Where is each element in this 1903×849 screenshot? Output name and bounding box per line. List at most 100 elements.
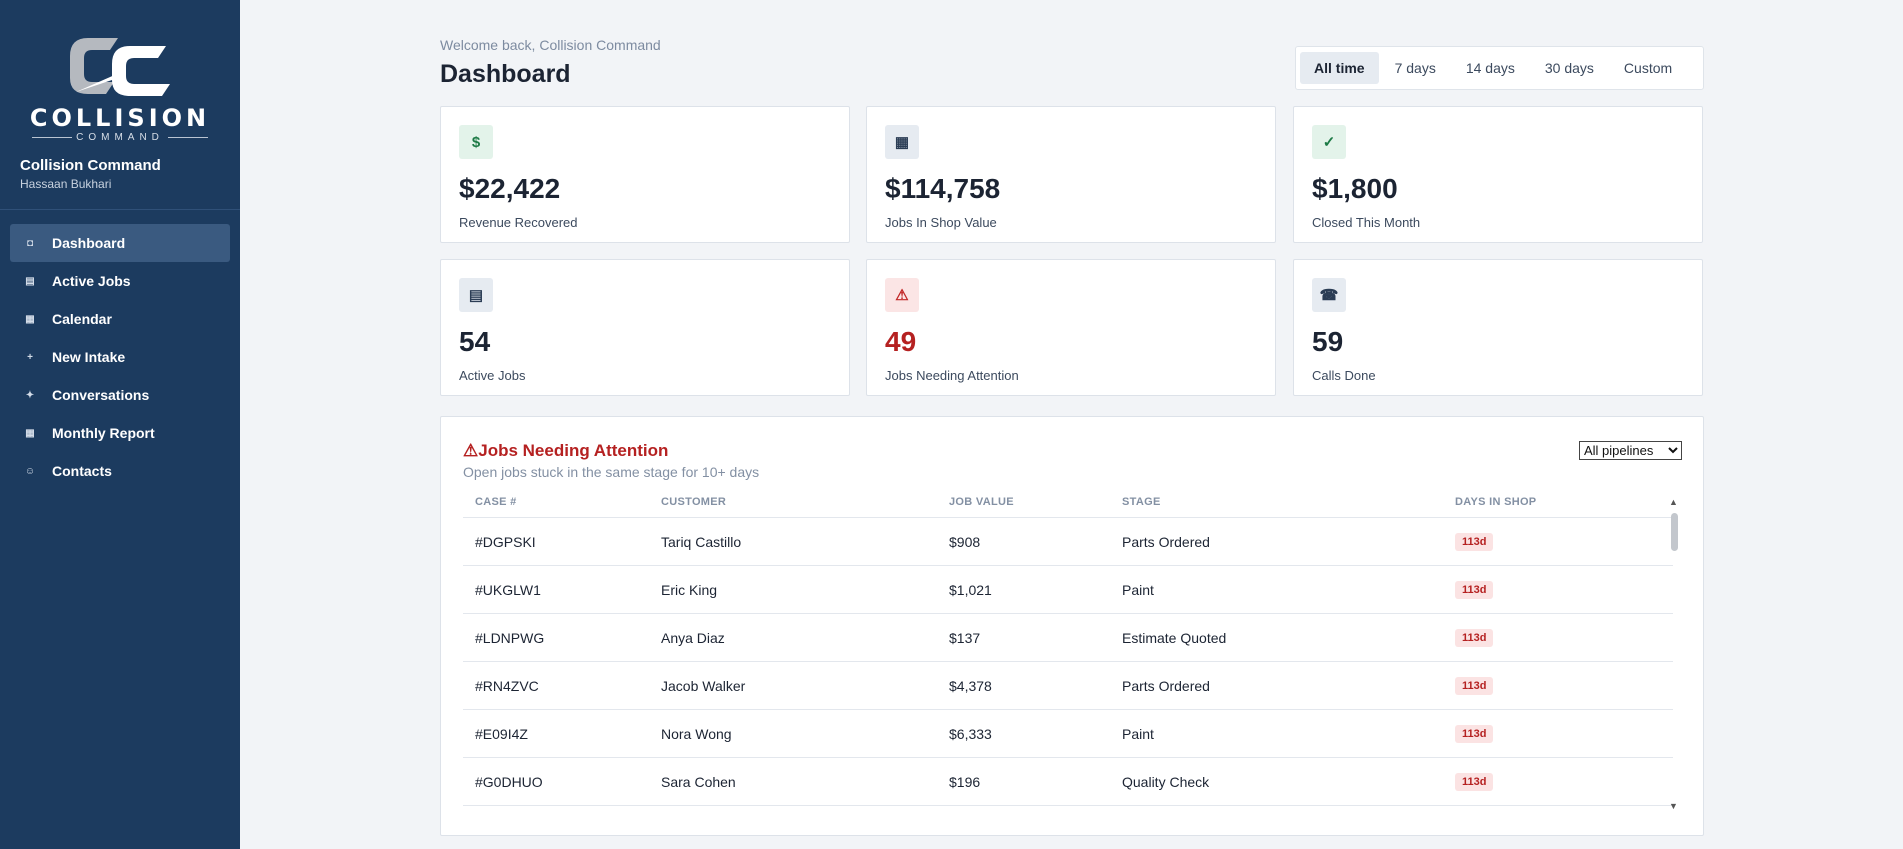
column-header[interactable]: CASE # <box>475 496 517 508</box>
days-badge: 113d <box>1455 725 1494 743</box>
sidebar-item-new-intake[interactable]: + New Intake <box>10 338 230 376</box>
panel-title-text: Jobs Needing Attention <box>478 441 669 460</box>
stage-cell: Parts Ordered <box>1122 533 1210 550</box>
days-in-shop-cell: 113d <box>1455 580 1673 599</box>
stat-label: Revenue Recovered <box>459 215 578 230</box>
attention-table: CASE # CUSTOMER JOB VALUE STAGE DAYS IN SHOP… <box>463 487 1673 817</box>
jobs-needing-attention-panel: ⚠Jobs Needing Attention Open jobs stuck … <box>440 416 1704 836</box>
stage-cell: Parts Ordered <box>1122 677 1210 694</box>
square-icon: ◘ <box>26 237 34 249</box>
pipeline-filter-select[interactable]: All pipelines <box>1579 441 1682 460</box>
warning-icon: ⚠ <box>463 441 479 460</box>
brand-name: Collision Command <box>20 157 161 174</box>
stat-label: Jobs Needing Attention <box>885 368 1019 383</box>
days-badge: 113d <box>1455 629 1494 647</box>
job-value-cell: $1,021 <box>949 581 992 598</box>
scroll-down-arrow-icon[interactable]: ▼ <box>1669 801 1678 811</box>
page-title: Dashboard <box>440 60 571 88</box>
column-header[interactable]: JOB VALUE <box>949 496 1014 508</box>
date-range-selector: All time 7 days 14 days 30 days Custom <box>1295 46 1704 90</box>
stat-value: 49 <box>885 326 917 357</box>
stage-cell: Estimate Quoted <box>1122 629 1227 646</box>
range-custom-button[interactable]: Custom <box>1623 60 1673 76</box>
sidebar-item-label: Active Jobs <box>52 273 131 289</box>
user-name: Hassaan Bukhari <box>20 177 112 191</box>
sidebar-item-monthly-report[interactable]: ▦ Monthly Report <box>10 414 230 452</box>
sidebar-item-label: Dashboard <box>52 235 126 251</box>
sidebar-item-calendar[interactable]: ▦ Calendar <box>10 300 230 338</box>
stat-value: 59 <box>1312 326 1344 357</box>
stat-label: Active Jobs <box>459 368 526 383</box>
days-in-shop-cell: 113d <box>1455 772 1673 791</box>
table-row[interactable]: #UKGLW1 Eric King $1,021 Paint 113d <box>463 566 1673 614</box>
panel-title: ⚠Jobs Needing Attention <box>463 441 668 461</box>
range-30-days-button[interactable]: 30 days <box>1544 60 1594 76</box>
case-number-cell: #UKGLW1 <box>475 581 541 598</box>
case-number-cell: #E09I4Z <box>475 725 528 742</box>
case-number-cell: #G0DHUO <box>475 773 543 790</box>
sidebar-item-conversations[interactable]: ✦ Conversations <box>10 376 230 414</box>
sidebar-item-label: New Intake <box>52 349 126 365</box>
range-14-days-button[interactable]: 14 days <box>1465 60 1515 76</box>
case-number-cell: #LDNPWG <box>475 629 545 646</box>
table-row[interactable]: #E09I4Z Nora Wong $6,333 Paint 113d <box>463 710 1673 758</box>
stat-label: Jobs In Shop Value <box>885 215 997 230</box>
range-7-days-button[interactable]: 7 days <box>1394 60 1436 76</box>
contact-icon: ☺ <box>24 465 36 477</box>
column-header[interactable]: STAGE <box>1122 496 1161 508</box>
logo-wordmark: COLLISION <box>29 104 211 132</box>
stat-card-closed-this-month: ✓ $1,800 Closed This Month <box>1293 106 1703 243</box>
scrollbar-thumb[interactable] <box>1671 513 1678 551</box>
job-value-cell: $6,333 <box>949 725 992 742</box>
logo[interactable]: COLLISION COMMAND <box>20 36 220 144</box>
sidebar-item-label: Conversations <box>52 387 150 403</box>
sidebar-divider <box>0 209 240 210</box>
customer-cell: Sara Cohen <box>661 773 736 790</box>
table-row[interactable]: #DGPSKI Tariq Castillo $908 Parts Ordered 11… <box>463 518 1673 566</box>
column-header[interactable]: CUSTOMER <box>661 496 727 508</box>
stat-value: 54 <box>459 326 491 357</box>
stat-card-jobs-needing-attention: ⚠ 49 Jobs Needing Attention <box>866 259 1276 396</box>
column-header[interactable]: DAYS IN SHOP <box>1455 496 1537 508</box>
sidebar-item-contacts[interactable]: ☺ Contacts <box>10 452 230 490</box>
range-all-time-button[interactable]: All time <box>1300 52 1379 84</box>
stat-value: $114,758 <box>885 173 1001 204</box>
stat-label: Closed This Month <box>1312 215 1421 230</box>
table-row[interactable]: #RN4ZVC Jacob Walker $4,378 Parts Ordered 11… <box>463 662 1673 710</box>
warning-icon: ⚠ <box>885 278 919 312</box>
sidebar-item-dashboard[interactable]: ◘ Dashboard <box>10 224 230 262</box>
plus-icon: + <box>27 351 33 363</box>
grid-icon: ▦ <box>885 125 919 159</box>
collision-command-logo-mark <box>70 38 170 96</box>
days-in-shop-cell: 113d <box>1455 724 1673 743</box>
job-value-cell: $908 <box>949 533 981 550</box>
sidebar-item-label: Monthly Report <box>52 425 155 441</box>
stage-cell: Quality Check <box>1122 773 1210 790</box>
stat-value: $1,800 <box>1312 173 1398 204</box>
job-value-cell: $196 <box>949 773 981 790</box>
table-row[interactable]: #G0DHUO Sara Cohen $196 Quality Check 113d <box>463 758 1673 806</box>
list-icon: ▤ <box>25 275 35 287</box>
sidebar-item-label: Calendar <box>52 311 112 327</box>
case-number-cell: #RN4ZVC <box>475 677 539 694</box>
sidebar-item-active-jobs[interactable]: ▤ Active Jobs <box>10 262 230 300</box>
stage-cell: Paint <box>1122 581 1154 598</box>
stage-cell: Paint <box>1122 725 1154 742</box>
report-icon: ▦ <box>25 427 35 439</box>
customer-cell: Eric King <box>661 581 718 598</box>
table-header: CASE # CUSTOMER JOB VALUE STAGE DAYS IN SHOP <box>463 487 1673 518</box>
job-value-cell: $137 <box>949 629 981 646</box>
sidebar-nav: ◘ Dashboard ▤ Active Jobs ▦ Calendar + New Inta… <box>10 224 230 490</box>
stat-label: Calls Done <box>1312 368 1376 383</box>
table-row[interactable]: #LDNPWG Anya Diaz $137 Estimate Quoted 113d <box>463 614 1673 662</box>
scroll-up-arrow-icon[interactable]: ▲ <box>1669 497 1678 507</box>
days-in-shop-cell: 113d <box>1455 532 1673 551</box>
days-badge: 113d <box>1455 677 1494 695</box>
customer-cell: Anya Diaz <box>661 629 725 646</box>
customer-cell: Jacob Walker <box>661 677 746 694</box>
days-badge: 113d <box>1455 533 1494 551</box>
job-value-cell: $4,378 <box>949 677 992 694</box>
panel-subtitle: Open jobs stuck in the same stage for 10… <box>463 464 760 480</box>
stat-card-active-jobs: ▤ 54 Active Jobs <box>440 259 850 396</box>
table-body: #DGPSKI Tariq Castillo $908 Parts Ordered 11… <box>463 518 1673 806</box>
